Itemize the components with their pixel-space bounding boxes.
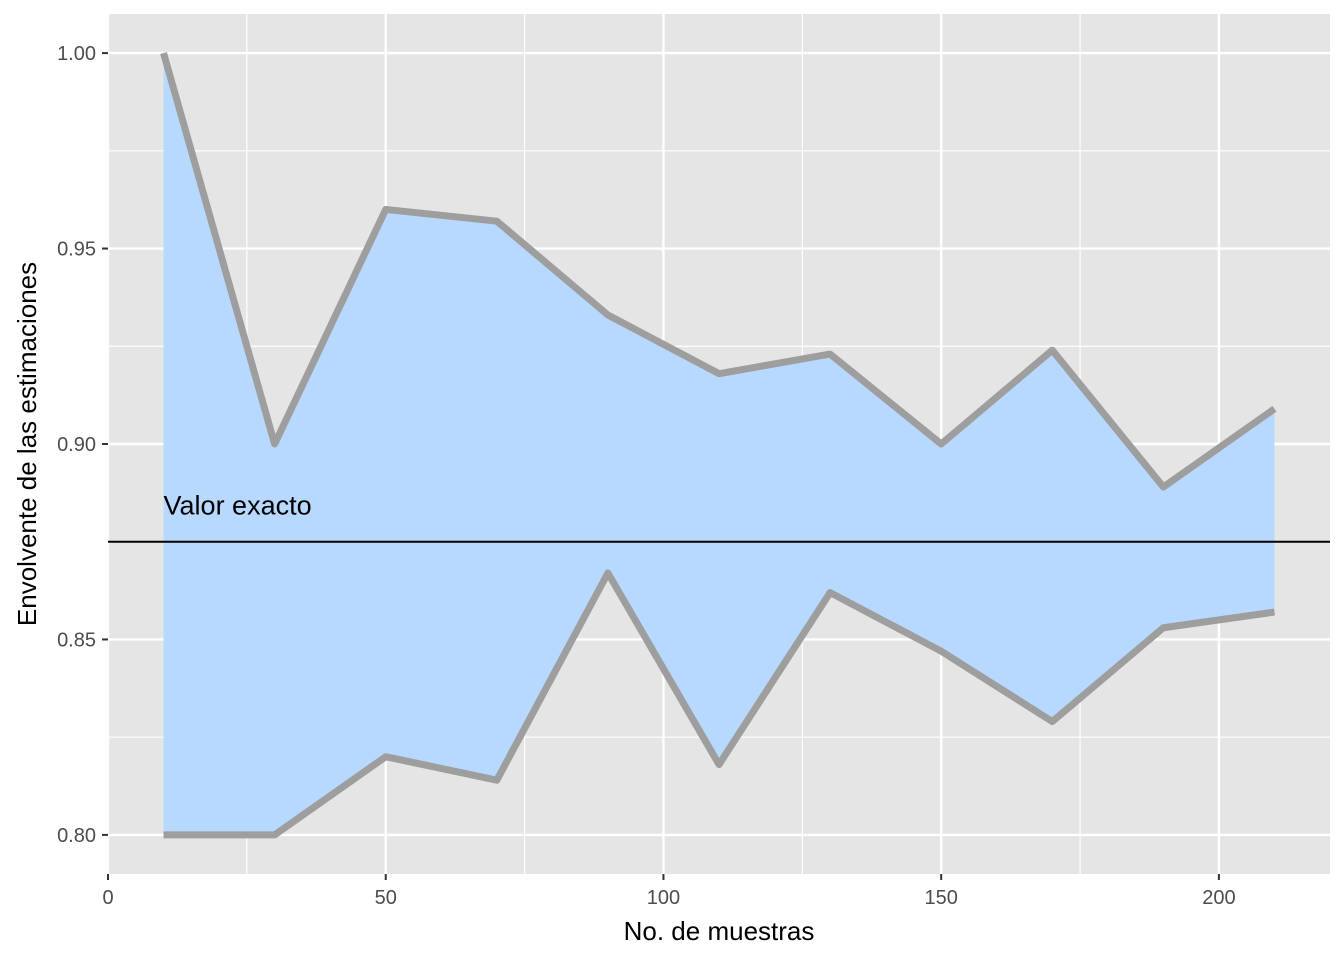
x-tick-label: 0 (102, 887, 113, 909)
y-tick-label: 0.95 (57, 239, 96, 261)
x-tick-label: 200 (1202, 887, 1235, 909)
y-tick-label: 0.80 (57, 825, 96, 847)
reference-label: Valor exacto (164, 491, 312, 521)
upper-envelope-line (160, 52, 1277, 491)
y-tick-label: 1.00 (57, 43, 96, 65)
envelope-band (163, 53, 1275, 835)
y-axis-title: Envolvente de las estimaciones (12, 262, 42, 626)
lower-envelope-line (163, 569, 1275, 839)
y-tick-label: 0.85 (57, 629, 96, 651)
x-tick-label: 150 (924, 887, 957, 909)
y-axis: 0.80 0.85 0.90 0.95 1.00 (57, 43, 108, 847)
x-axis: 0 50 100 150 200 (102, 874, 1236, 909)
y-tick-label: 0.90 (57, 434, 96, 456)
x-tick-label: 100 (647, 887, 680, 909)
x-axis-title: No. de muestras (624, 916, 815, 946)
envelope-lines (160, 52, 1277, 839)
x-tick-label: 50 (375, 887, 397, 909)
